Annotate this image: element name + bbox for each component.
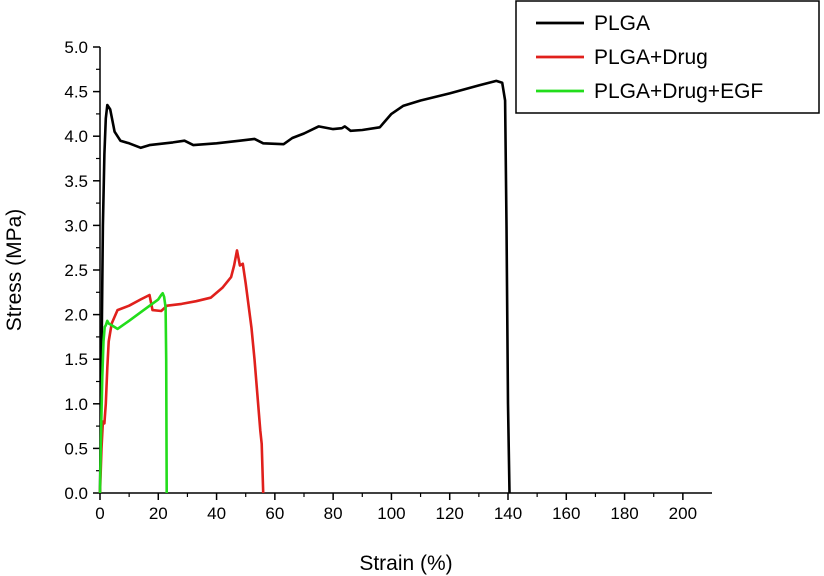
x-tick-label: 200: [669, 504, 697, 523]
x-tick-label: 100: [377, 504, 405, 523]
legend-label: PLGA+Drug: [594, 46, 708, 69]
y-tick-label: 0.5: [64, 439, 88, 458]
x-tick-label: 20: [149, 504, 168, 523]
legend-label: PLGA+Drug+EGF: [594, 80, 763, 103]
y-tick-label: 1.5: [64, 350, 88, 369]
x-tick-label: 160: [552, 504, 580, 523]
y-tick-label: 3.0: [64, 216, 88, 235]
legend: PLGA PLGA+Drug PLGA+Drug+EGF: [515, 0, 820, 114]
series-layer: [98, 79, 511, 494]
y-tick-label: 2.0: [64, 306, 88, 325]
y-tick-label: 1.0: [64, 395, 88, 414]
y-tick-label: 4.0: [64, 127, 88, 146]
x-tick-label: 40: [207, 504, 226, 523]
x-tick-label: 80: [324, 504, 343, 523]
series-line-plga: [98, 79, 511, 494]
y-tick-label: 3.5: [64, 172, 88, 191]
y-tick-label: 0.0: [64, 484, 88, 503]
x-tick-label: 140: [494, 504, 522, 523]
series-line-plga-drug-egf: [98, 291, 168, 494]
x-tick-label: 120: [436, 504, 464, 523]
x-tick-label: 60: [265, 504, 284, 523]
series-line-plga-drug: [98, 249, 265, 494]
x-axis-title: Strain (%): [359, 552, 452, 575]
plot-area: [99, 47, 712, 494]
y-tick-label: 5.0: [64, 38, 88, 57]
x-axis-ticks: 0 20 40 60 80 100 120 140 160 180 200: [95, 493, 697, 523]
y-tick-label: 2.5: [64, 261, 88, 280]
x-tick-label: 0: [95, 504, 104, 523]
y-axis-ticks: 0.0 0.5 1.0 1.5 2.0 2.5 3.0 3.5 4.0 4.5 5.0: [64, 38, 100, 503]
legend-label: PLGA: [594, 12, 650, 35]
x-tick-label: 180: [610, 504, 638, 523]
y-tick-label: 4.5: [64, 83, 88, 102]
y-axis-title: Stress (MPa): [3, 209, 26, 332]
